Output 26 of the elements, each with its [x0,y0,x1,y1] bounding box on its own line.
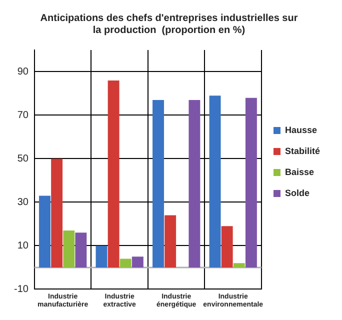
bar [245,98,257,268]
bar [233,263,245,268]
bar [96,246,108,268]
legend-label: Stabilité [284,146,320,156]
bar [188,100,200,268]
bar [39,196,50,268]
y-tick-label: 90 [17,66,29,78]
chart-title: Anticipations des chefs d'entreprises industrielles sur la production (proportion en %) [40,12,298,36]
y-tick-label: 10 [17,240,29,252]
legend-label: Baisse [284,166,314,177]
bar [221,226,233,268]
bar [108,80,120,268]
legend-label: Hausse [284,124,318,135]
bar [209,96,221,268]
bar [75,232,87,268]
bar [63,230,75,268]
bar [152,100,164,268]
y-tick-label: 30 [17,196,29,208]
y-tick-label: 70 [17,110,29,121]
legend-label: Solde [284,188,310,198]
bar [164,215,176,268]
bar [120,258,132,268]
y-tick-label: 50 [17,153,29,164]
bar [132,256,144,268]
y-tick-label: -10 [14,284,29,295]
bar [51,158,63,268]
